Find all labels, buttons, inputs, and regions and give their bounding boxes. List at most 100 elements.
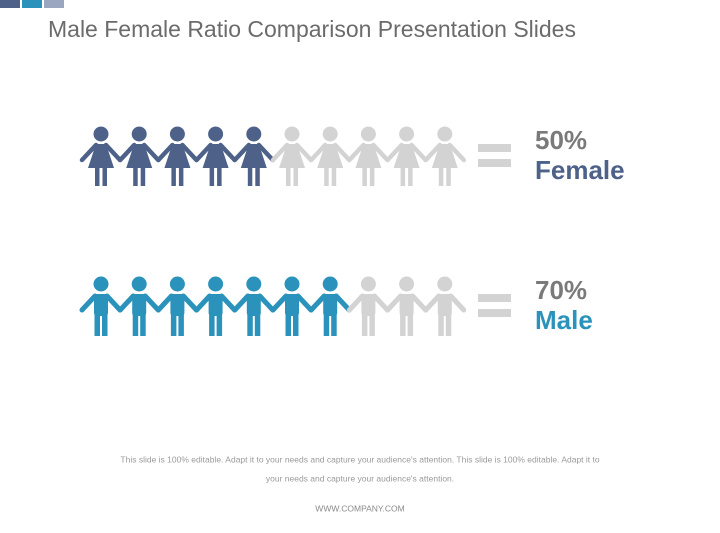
torso bbox=[323, 294, 338, 316]
leg bbox=[209, 314, 215, 336]
female-icon bbox=[385, 126, 428, 186]
decoration bbox=[0, 0, 20, 8]
torso bbox=[132, 294, 147, 316]
dress bbox=[88, 144, 114, 168]
head bbox=[399, 126, 415, 142]
dress bbox=[355, 144, 382, 168]
leg bbox=[140, 314, 146, 336]
male-icon bbox=[79, 276, 123, 336]
arms bbox=[347, 142, 390, 163]
female-icon bbox=[156, 126, 199, 186]
female-icon bbox=[194, 126, 237, 186]
arms bbox=[385, 142, 428, 163]
note: This slide is 100% editable. Adapt it to… bbox=[120, 454, 599, 464]
arms bbox=[423, 293, 467, 313]
arms bbox=[270, 142, 314, 163]
leg bbox=[407, 314, 414, 336]
head bbox=[322, 276, 338, 292]
male-icon bbox=[155, 276, 199, 336]
torso bbox=[399, 294, 414, 316]
decoration bbox=[44, 0, 64, 8]
head bbox=[399, 276, 415, 292]
decoration bbox=[22, 0, 42, 8]
dress bbox=[164, 144, 191, 168]
head bbox=[246, 126, 262, 142]
male-icon bbox=[385, 276, 429, 336]
dress bbox=[279, 144, 305, 168]
leg bbox=[217, 167, 222, 186]
dress bbox=[393, 144, 420, 168]
arms bbox=[423, 142, 467, 163]
female-icon bbox=[423, 126, 467, 186]
arms bbox=[270, 293, 314, 313]
leg bbox=[331, 167, 337, 186]
leg bbox=[216, 314, 223, 336]
dress bbox=[431, 144, 458, 168]
head bbox=[284, 126, 300, 142]
torso bbox=[94, 294, 108, 316]
equals bbox=[478, 309, 511, 317]
leg bbox=[178, 314, 184, 336]
torso bbox=[437, 294, 452, 316]
head bbox=[322, 126, 338, 142]
leg bbox=[331, 314, 337, 336]
head bbox=[169, 276, 185, 292]
leg bbox=[400, 167, 406, 186]
male-icon bbox=[308, 276, 352, 336]
male-icon bbox=[346, 276, 390, 336]
leg bbox=[369, 314, 375, 336]
dress bbox=[240, 144, 267, 168]
leg bbox=[369, 167, 375, 186]
head bbox=[169, 126, 185, 142]
male-icon bbox=[194, 276, 238, 336]
legend-label: Female bbox=[535, 155, 625, 185]
head bbox=[93, 276, 109, 292]
head bbox=[208, 276, 224, 292]
value-label: 50% bbox=[535, 125, 587, 155]
leg bbox=[140, 167, 146, 186]
leg bbox=[247, 314, 253, 336]
male-icon bbox=[232, 276, 276, 336]
leg bbox=[400, 314, 406, 336]
url: WWW.COMPANY.COM bbox=[315, 503, 404, 513]
leg bbox=[209, 167, 215, 186]
arms bbox=[385, 293, 429, 313]
leg bbox=[286, 167, 291, 186]
leg bbox=[361, 314, 368, 336]
head bbox=[93, 126, 109, 142]
equals bbox=[478, 159, 511, 167]
head bbox=[208, 126, 224, 142]
leg bbox=[293, 314, 299, 336]
male-icon bbox=[423, 276, 467, 336]
legend-label: Male bbox=[535, 305, 593, 335]
torso bbox=[285, 294, 299, 316]
leg bbox=[255, 167, 260, 186]
equals bbox=[478, 294, 511, 302]
leg bbox=[247, 167, 253, 186]
leg bbox=[171, 167, 176, 186]
leg bbox=[170, 314, 177, 336]
leg bbox=[285, 314, 291, 336]
leg bbox=[408, 167, 413, 186]
torso bbox=[361, 294, 376, 316]
head bbox=[131, 276, 147, 292]
arms bbox=[232, 142, 276, 163]
head bbox=[360, 276, 376, 292]
leg bbox=[438, 314, 444, 336]
leg bbox=[254, 314, 261, 336]
female-icon bbox=[270, 126, 314, 186]
female-icon bbox=[79, 126, 123, 186]
torso bbox=[170, 294, 185, 316]
leg bbox=[438, 167, 444, 186]
dress bbox=[317, 144, 344, 168]
leg bbox=[133, 167, 138, 186]
head bbox=[284, 276, 300, 292]
male-icon bbox=[270, 276, 314, 336]
leg bbox=[446, 167, 451, 186]
arms bbox=[346, 293, 390, 313]
torso bbox=[208, 294, 223, 316]
arms bbox=[308, 293, 352, 313]
leg bbox=[94, 314, 100, 336]
arms bbox=[79, 293, 123, 313]
